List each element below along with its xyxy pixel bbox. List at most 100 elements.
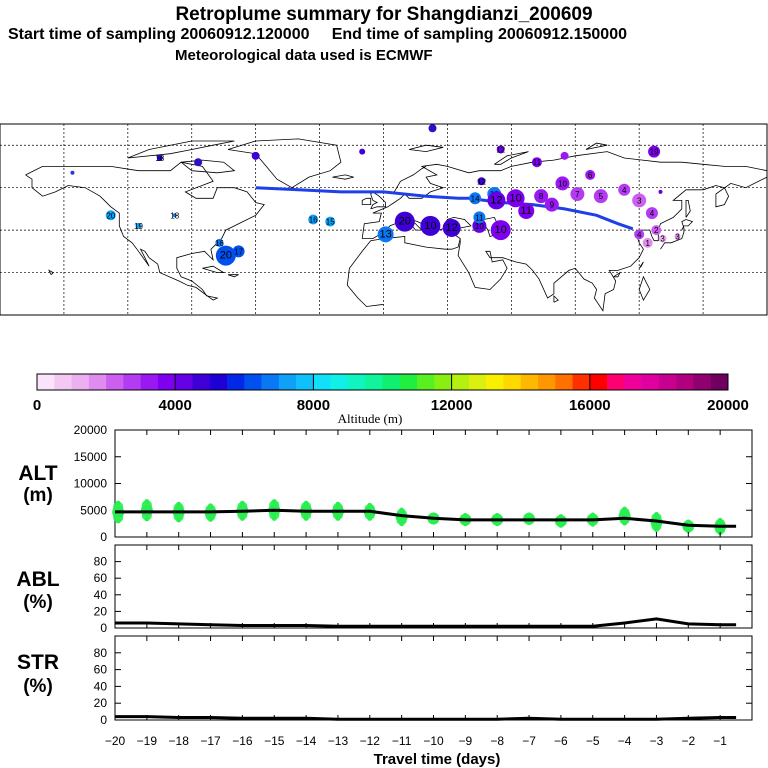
colorbar-cell	[537, 374, 556, 390]
cluster-label: 6	[588, 171, 593, 180]
colorbar-cell	[382, 374, 401, 390]
spread-bar	[683, 520, 694, 532]
cluster-marker	[135, 222, 142, 229]
cluster-marker	[70, 170, 75, 175]
x-tick-label: −11	[392, 734, 412, 748]
colorbar-cell	[192, 374, 211, 390]
cluster-marker	[648, 145, 661, 158]
cluster-label: 20	[106, 211, 115, 220]
colorbar-cell	[451, 374, 470, 390]
colorbar-tick-label: 12000	[431, 397, 473, 414]
spread-marker	[717, 530, 723, 536]
cluster-marker	[394, 211, 415, 232]
colorbar-tick-label: 0	[33, 397, 41, 414]
spread-marker	[590, 521, 596, 527]
spread-bar	[492, 514, 503, 525]
cluster-label: 16	[309, 216, 318, 225]
spread-bar	[619, 508, 630, 525]
colorbar-cell	[520, 374, 539, 390]
x-tick-label: −2	[681, 734, 695, 748]
spread-marker	[303, 515, 309, 521]
coastline	[25, 174, 214, 301]
spread-bar	[524, 513, 535, 524]
colorbar-cell	[503, 374, 521, 390]
colorbar-cell	[54, 374, 72, 390]
cluster-marker	[632, 193, 647, 208]
panel-unit-label: (%)	[23, 592, 53, 613]
cluster-label: 7	[575, 190, 580, 199]
cluster-marker	[473, 211, 486, 224]
cluster-label: 14	[471, 194, 480, 203]
y-tick-label: 60	[94, 571, 108, 585]
colorbar-cells	[37, 374, 729, 390]
cluster-label: 13	[380, 228, 392, 240]
panel-frames: 20000150001000050000ALT(m)806040200ABL(%…	[16, 423, 753, 727]
colorbar-cell	[140, 374, 159, 390]
map-graticule	[0, 124, 767, 315]
cluster-label: 10	[424, 220, 436, 232]
spread-marker	[399, 521, 405, 527]
colorbar-cell	[347, 374, 366, 390]
coastline	[361, 197, 372, 205]
cluster-label: 3	[660, 235, 665, 244]
spread-marker	[622, 506, 628, 512]
cluster-label: 8	[539, 192, 544, 201]
cluster-marker	[642, 237, 653, 248]
cluster-label: 12	[477, 177, 486, 186]
spread-bar	[460, 514, 471, 525]
cluster-marker	[645, 207, 658, 220]
cluster-label: 4	[650, 209, 655, 218]
spread-marker	[558, 514, 564, 520]
coastline	[660, 219, 694, 250]
coastline	[553, 294, 559, 303]
cluster-marker	[496, 145, 505, 154]
cluster-label: 15	[326, 218, 335, 227]
spread-bar	[113, 502, 124, 523]
spread-marker	[236, 504, 249, 517]
cluster-label: 5	[599, 192, 604, 201]
spread-marker	[653, 527, 659, 533]
y-tick-label: 10000	[74, 477, 108, 491]
panel-unit-label: (%)	[23, 676, 53, 697]
cluster-label: 12	[490, 194, 502, 206]
y-tick-label: 40	[94, 588, 108, 602]
colorbar-cell	[417, 374, 435, 390]
spread-marker	[650, 516, 663, 529]
spread-marker	[144, 499, 150, 505]
cluster-marker	[105, 210, 116, 221]
spread-bar	[205, 504, 216, 521]
cluster-label: 19	[650, 148, 659, 157]
colorbar-cell	[641, 374, 660, 390]
cluster-label: 11	[475, 213, 484, 222]
spread-marker	[399, 507, 405, 513]
cluster-marker	[651, 225, 662, 236]
spread-marker	[115, 500, 121, 506]
cluster-label: 17	[234, 247, 243, 256]
x-tick-label: −16	[232, 734, 253, 748]
trajectory-track	[255, 186, 634, 231]
cluster-marker	[585, 169, 596, 180]
colorbar-cell	[607, 374, 625, 390]
x-tick-label: −19	[137, 734, 158, 748]
y-tick-label: 15000	[74, 450, 108, 464]
spread-marker	[653, 511, 659, 517]
spread-marker	[239, 515, 245, 521]
sampling-times: Start time of sampling 20060912.120000 E…	[8, 26, 768, 44]
y-tick-label: 0	[100, 713, 107, 727]
colorbar-ticks: 0 4000 8000 12000 16000 20000	[33, 374, 749, 414]
series-line	[115, 617, 737, 628]
colorbar-cell	[434, 374, 452, 390]
cluster-label: 2	[654, 226, 659, 235]
cluster-marker	[420, 215, 441, 236]
cluster-label: 4	[622, 186, 627, 195]
spread-bar	[587, 513, 598, 526]
spread-bar	[396, 509, 407, 525]
colorbar-cell	[468, 374, 487, 390]
cluster-label: 11	[533, 158, 542, 167]
spread-marker	[714, 520, 727, 533]
spread-marker	[176, 517, 182, 523]
spread-marker	[300, 504, 313, 517]
cluster-marker	[487, 187, 502, 202]
panel-label: ALT	[18, 462, 57, 485]
cluster-marker	[472, 218, 487, 233]
